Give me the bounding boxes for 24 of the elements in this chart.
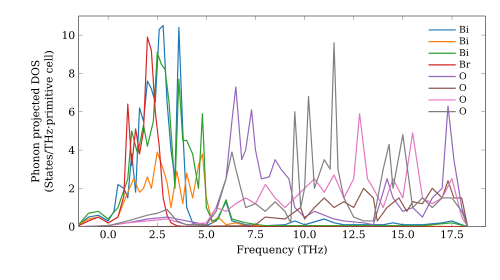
legend-label: Bi	[460, 37, 469, 44]
x-tick-label: 5.0	[198, 230, 214, 238]
legend-label: Bi	[460, 49, 469, 56]
x-axis-title: Frequency (THz)	[237, 245, 327, 256]
y-tick-label: 0	[69, 222, 74, 231]
x-tick-label: 7.5	[248, 230, 264, 238]
legend-label: Br	[460, 60, 470, 68]
y-tick-label: 6	[69, 108, 74, 116]
y-tick-label: 2	[69, 184, 74, 192]
x-tick-label: 12.5	[343, 230, 365, 238]
y-tick-label: 8	[69, 69, 74, 78]
y-axis-title: Phonon projected DOS (States/THz·primitive cell)	[31, 51, 55, 192]
x-tick-label: 15.0	[392, 230, 414, 238]
y-tick-label: 10	[62, 31, 74, 40]
x-tick-label: 17.5	[441, 230, 463, 238]
y-tick-label: 4	[68, 146, 75, 154]
legend-label: O	[460, 84, 466, 92]
x-tick-label: 10.0	[294, 230, 316, 238]
legend-label: O	[460, 96, 466, 103]
legend-label: Bi	[460, 26, 469, 33]
x-tick-label: 0.0	[100, 230, 116, 238]
legend-label: O	[460, 72, 466, 80]
x-tick-label: 2.5	[150, 230, 165, 238]
legend-label: O	[460, 107, 466, 114]
